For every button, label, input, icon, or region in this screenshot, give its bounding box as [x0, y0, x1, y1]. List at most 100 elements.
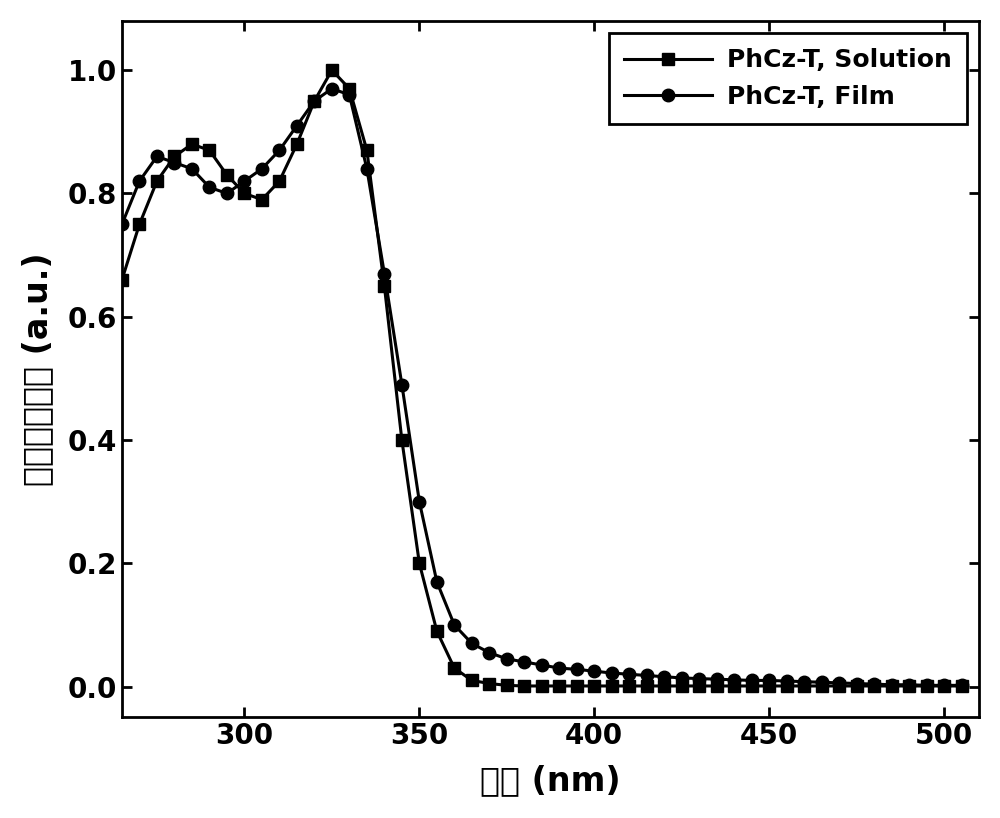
PhCz-T, Solution: [186, 139, 198, 149]
PhCz-T, Solution: [326, 65, 338, 75]
PhCz-T, Solution: [816, 681, 828, 691]
PhCz-T, Film: [763, 676, 775, 685]
PhCz-T, Solution: [606, 681, 618, 691]
PhCz-T, Film: [746, 676, 758, 685]
PhCz-T, Film: [886, 680, 898, 690]
PhCz-T, Film: [396, 380, 408, 389]
Y-axis label: 归一化吸光度 (a.u.): 归一化吸光度 (a.u.): [21, 252, 54, 486]
PhCz-T, Solution: [291, 139, 303, 149]
PhCz-T, Film: [291, 121, 303, 131]
PhCz-T, Film: [536, 660, 548, 670]
PhCz-T, Film: [623, 669, 635, 679]
PhCz-T, Film: [343, 90, 355, 100]
PhCz-T, Solution: [448, 663, 460, 673]
PhCz-T, Solution: [658, 681, 670, 691]
PhCz-T, Film: [203, 182, 215, 192]
PhCz-T, Solution: [536, 681, 548, 691]
PhCz-T, Film: [711, 674, 723, 684]
PhCz-T, Film: [518, 657, 530, 667]
PhCz-T, Solution: [588, 681, 600, 691]
PhCz-T, Solution: [728, 681, 740, 691]
PhCz-T, Film: [186, 164, 198, 173]
PhCz-T, Film: [116, 219, 128, 229]
PhCz-T, Solution: [903, 681, 915, 691]
PhCz-T, Film: [921, 681, 933, 690]
PhCz-T, Film: [553, 663, 565, 673]
PhCz-T, Film: [833, 678, 845, 688]
PhCz-T, Solution: [466, 676, 478, 685]
PhCz-T, Film: [903, 680, 915, 690]
PhCz-T, Film: [676, 673, 688, 683]
PhCz-T, Solution: [851, 681, 863, 691]
Line: PhCz-T, Solution: PhCz-T, Solution: [116, 64, 968, 692]
Legend: PhCz-T, Solution, PhCz-T, Film: PhCz-T, Solution, PhCz-T, Film: [609, 34, 967, 124]
PhCz-T, Solution: [133, 219, 145, 229]
PhCz-T, Film: [466, 639, 478, 649]
PhCz-T, Film: [868, 679, 880, 689]
PhCz-T, Solution: [956, 681, 968, 691]
PhCz-T, Solution: [168, 151, 180, 161]
Line: PhCz-T, Film: PhCz-T, Film: [116, 83, 968, 691]
PhCz-T, Film: [606, 668, 618, 678]
PhCz-T, Solution: [238, 188, 250, 198]
PhCz-T, Solution: [518, 681, 530, 691]
PhCz-T, Film: [728, 675, 740, 685]
PhCz-T, Solution: [641, 681, 653, 691]
PhCz-T, Solution: [746, 681, 758, 691]
PhCz-T, Film: [816, 677, 828, 687]
PhCz-T, Solution: [693, 681, 705, 691]
PhCz-T, Film: [501, 654, 513, 663]
PhCz-T, Film: [378, 268, 390, 278]
PhCz-T, Film: [851, 679, 863, 689]
PhCz-T, Film: [483, 648, 495, 658]
PhCz-T, Solution: [483, 679, 495, 689]
PhCz-T, Film: [221, 188, 233, 198]
PhCz-T, Solution: [553, 681, 565, 691]
PhCz-T, Film: [308, 96, 320, 106]
PhCz-T, Solution: [833, 681, 845, 691]
PhCz-T, Solution: [431, 627, 443, 636]
PhCz-T, Film: [588, 667, 600, 676]
PhCz-T, Film: [151, 151, 163, 161]
PhCz-T, Solution: [886, 681, 898, 691]
PhCz-T, Solution: [151, 176, 163, 186]
PhCz-T, Solution: [396, 435, 408, 445]
PhCz-T, Film: [133, 176, 145, 186]
PhCz-T, Solution: [868, 681, 880, 691]
PhCz-T, Solution: [781, 681, 793, 691]
PhCz-T, Solution: [273, 176, 285, 186]
PhCz-T, Solution: [676, 681, 688, 691]
PhCz-T, Film: [641, 671, 653, 681]
PhCz-T, Film: [956, 681, 968, 690]
PhCz-T, Film: [326, 83, 338, 93]
PhCz-T, Film: [256, 164, 268, 173]
PhCz-T, Film: [571, 664, 583, 674]
PhCz-T, Film: [658, 672, 670, 681]
PhCz-T, Solution: [343, 83, 355, 93]
PhCz-T, Solution: [378, 281, 390, 291]
PhCz-T, Film: [938, 681, 950, 690]
PhCz-T, Solution: [203, 146, 215, 155]
PhCz-T, Solution: [413, 559, 425, 569]
PhCz-T, Film: [798, 676, 810, 686]
PhCz-T, Solution: [921, 681, 933, 691]
PhCz-T, Film: [273, 146, 285, 155]
PhCz-T, Solution: [116, 275, 128, 285]
PhCz-T, Solution: [308, 96, 320, 106]
PhCz-T, Film: [431, 577, 443, 587]
PhCz-T, Solution: [623, 681, 635, 691]
PhCz-T, Film: [781, 676, 793, 686]
PhCz-T, Film: [238, 176, 250, 186]
PhCz-T, Solution: [501, 681, 513, 690]
X-axis label: 波长 (nm): 波长 (nm): [480, 764, 621, 798]
PhCz-T, Solution: [711, 681, 723, 691]
PhCz-T, Film: [693, 674, 705, 684]
PhCz-T, Solution: [221, 170, 233, 180]
PhCz-T, Film: [168, 158, 180, 168]
PhCz-T, Solution: [361, 146, 373, 155]
PhCz-T, Solution: [763, 681, 775, 691]
PhCz-T, Solution: [256, 195, 268, 204]
PhCz-T, Solution: [571, 681, 583, 691]
PhCz-T, Film: [448, 620, 460, 630]
PhCz-T, Solution: [938, 681, 950, 691]
